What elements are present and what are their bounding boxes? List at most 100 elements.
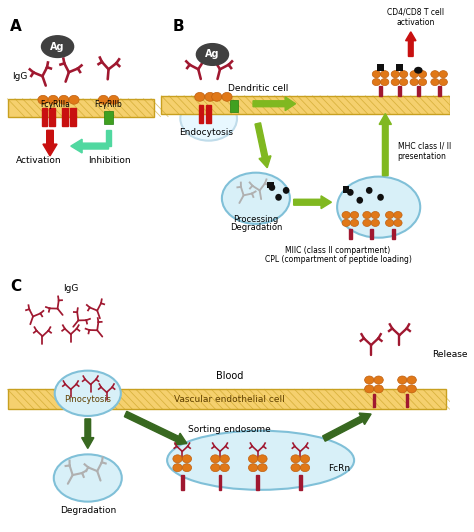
Ellipse shape: [173, 464, 182, 472]
Bar: [343, 186, 349, 193]
Ellipse shape: [220, 455, 229, 463]
Text: MHC class I/ II
presentation: MHC class I/ II presentation: [398, 142, 451, 161]
Polygon shape: [379, 113, 392, 176]
Polygon shape: [255, 123, 271, 168]
Text: FcRn: FcRn: [328, 464, 351, 472]
Bar: [162, 96, 450, 113]
Circle shape: [377, 194, 384, 201]
Text: Processing: Processing: [233, 215, 279, 224]
Ellipse shape: [258, 464, 267, 472]
Ellipse shape: [342, 219, 350, 227]
Ellipse shape: [196, 44, 228, 65]
Ellipse shape: [400, 71, 408, 78]
Bar: [256, 475, 259, 490]
Circle shape: [269, 184, 275, 191]
Text: Ag: Ag: [205, 49, 219, 60]
Bar: [396, 64, 403, 71]
Ellipse shape: [350, 212, 359, 219]
Ellipse shape: [182, 455, 191, 463]
Ellipse shape: [222, 93, 232, 101]
Bar: [181, 475, 183, 490]
Bar: [267, 181, 274, 188]
Bar: [206, 105, 211, 123]
Ellipse shape: [365, 385, 374, 393]
Bar: [104, 111, 113, 124]
Ellipse shape: [381, 71, 389, 78]
Polygon shape: [323, 413, 371, 441]
Bar: [299, 475, 301, 490]
Text: Degradation: Degradation: [60, 505, 116, 514]
Ellipse shape: [431, 79, 439, 86]
Ellipse shape: [258, 455, 267, 463]
Text: C: C: [10, 279, 21, 294]
Ellipse shape: [374, 385, 383, 393]
Bar: [230, 100, 238, 112]
Ellipse shape: [431, 71, 439, 78]
Bar: [70, 107, 75, 127]
Circle shape: [275, 194, 282, 201]
Ellipse shape: [301, 464, 310, 472]
Text: Ag: Ag: [50, 41, 65, 52]
Ellipse shape: [291, 464, 301, 472]
Bar: [438, 86, 440, 96]
Ellipse shape: [371, 219, 379, 227]
Bar: [62, 107, 68, 127]
Ellipse shape: [301, 455, 310, 463]
Text: IgG: IgG: [63, 284, 79, 293]
Ellipse shape: [439, 71, 447, 78]
Polygon shape: [124, 411, 187, 445]
Text: CPL (compartment of peptide loading): CPL (compartment of peptide loading): [264, 255, 411, 264]
Ellipse shape: [222, 173, 290, 224]
Ellipse shape: [371, 212, 379, 219]
Ellipse shape: [38, 95, 48, 104]
Ellipse shape: [419, 79, 427, 86]
Bar: [373, 394, 375, 407]
Ellipse shape: [391, 71, 400, 78]
Polygon shape: [106, 130, 111, 146]
Ellipse shape: [381, 79, 389, 86]
Text: FcγRIIb: FcγRIIb: [95, 100, 122, 109]
Polygon shape: [43, 130, 57, 156]
Text: Degradation: Degradation: [230, 223, 282, 232]
Bar: [8, 389, 446, 409]
Text: Endocytosis: Endocytosis: [179, 128, 233, 137]
Polygon shape: [294, 196, 331, 209]
Polygon shape: [406, 32, 416, 56]
Bar: [370, 229, 373, 239]
Polygon shape: [82, 419, 94, 448]
Text: CD4/CD8 T cell
activation: CD4/CD8 T cell activation: [387, 7, 444, 27]
Ellipse shape: [220, 464, 229, 472]
Polygon shape: [253, 97, 296, 111]
Ellipse shape: [363, 219, 371, 227]
Bar: [417, 86, 420, 96]
Ellipse shape: [195, 93, 205, 101]
Text: Vascular endothelial cell: Vascular endothelial cell: [174, 395, 285, 404]
Ellipse shape: [48, 95, 58, 104]
Circle shape: [366, 187, 373, 194]
Circle shape: [347, 189, 354, 196]
Text: A: A: [10, 19, 22, 34]
Bar: [398, 86, 401, 96]
Text: Activation: Activation: [16, 156, 62, 165]
Ellipse shape: [210, 464, 220, 472]
Ellipse shape: [400, 79, 408, 86]
Ellipse shape: [59, 95, 69, 104]
Bar: [42, 107, 47, 127]
Text: Inhibition: Inhibition: [88, 156, 131, 165]
Ellipse shape: [394, 219, 402, 227]
Ellipse shape: [398, 376, 407, 384]
Polygon shape: [71, 139, 109, 153]
Ellipse shape: [391, 79, 400, 86]
Bar: [379, 86, 382, 96]
Ellipse shape: [363, 212, 371, 219]
Ellipse shape: [374, 376, 383, 384]
Ellipse shape: [109, 95, 119, 104]
Text: MIIC (class II compartment): MIIC (class II compartment): [285, 246, 391, 255]
Ellipse shape: [182, 464, 191, 472]
Text: Pinocytosis: Pinocytosis: [64, 395, 111, 404]
Ellipse shape: [210, 455, 220, 463]
Ellipse shape: [350, 219, 359, 227]
Ellipse shape: [337, 177, 420, 238]
Bar: [8, 99, 154, 117]
Text: IgG: IgG: [12, 72, 27, 81]
